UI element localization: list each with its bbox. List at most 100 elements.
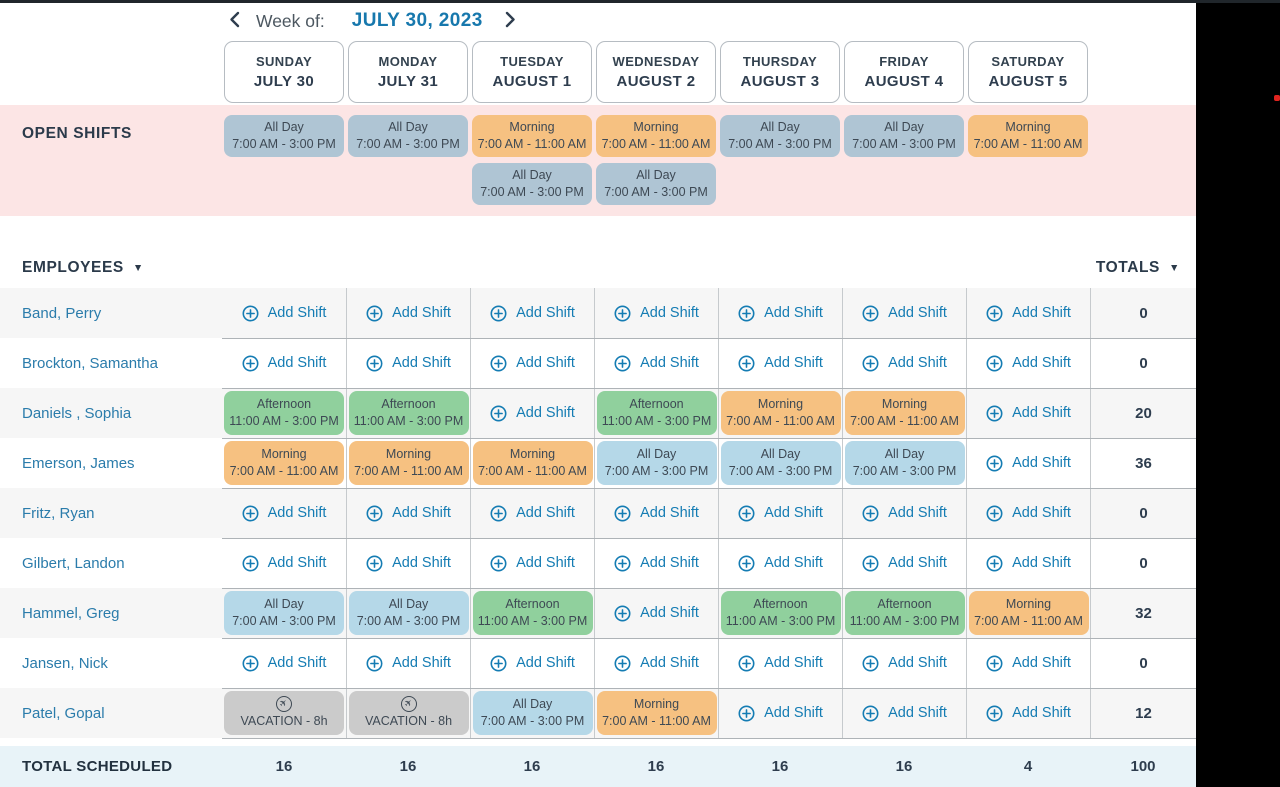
shift-chip-open-tuesday[interactable]: Morning 7:00 AM - 11:00 AM — [472, 115, 592, 157]
total-scheduled-value: 4 — [1023, 758, 1033, 775]
shift-chip-open-wednesday[interactable]: All Day 7:00 AM - 3:00 PM — [596, 163, 716, 205]
shift-chip-morning[interactable]: Morning 7:00 AM - 11:00 AM — [224, 441, 344, 485]
add-shift-button[interactable]: Add Shift — [366, 505, 451, 522]
add-shift-button[interactable]: Add Shift — [986, 705, 1071, 722]
shift-chip-morning[interactable]: Morning 7:00 AM - 11:00 AM — [720, 391, 841, 435]
add-shift-button[interactable]: Add Shift — [242, 355, 326, 372]
add-shift-label: Add Shift — [1012, 505, 1071, 521]
add-shift-button[interactable]: Add Shift — [242, 655, 326, 672]
totals-sort-header[interactable]: TOTALS ▼ — [1096, 259, 1180, 277]
shift-chip-allday[interactable]: All Day 7:00 AM - 3:00 PM — [472, 691, 593, 735]
shift-chip-vacation[interactable]: ✈ VACATION - 8h — [348, 691, 469, 735]
add-shift-button[interactable]: Add Shift — [490, 555, 575, 572]
add-shift-label: Add Shift — [1012, 305, 1071, 321]
shift-cell: Add Shift — [966, 488, 1090, 538]
shift-chip-open-friday[interactable]: All Day 7:00 AM - 3:00 PM — [844, 115, 964, 157]
add-shift-button[interactable]: Add Shift — [986, 455, 1071, 472]
add-shift-button[interactable]: Add Shift — [242, 505, 326, 522]
shift-chip-afternoon[interactable]: Afternoon 11:00 AM - 3:00 PM — [844, 591, 965, 635]
shift-chip-afternoon[interactable]: Afternoon 11:00 AM - 3:00 PM — [348, 391, 469, 435]
shift-chip-vacation[interactable]: ✈ VACATION - 8h — [224, 691, 344, 735]
add-shift-button[interactable]: Add Shift — [490, 405, 575, 422]
add-shift-button[interactable]: Add Shift — [490, 655, 575, 672]
shift-chip-allday[interactable]: All Day 7:00 AM - 3:00 PM — [348, 591, 469, 635]
plus-circle-icon — [862, 355, 879, 372]
shift-chip-morning[interactable]: Morning 7:00 AM - 11:00 AM — [348, 441, 469, 485]
employee-name[interactable]: Patel, Gopal — [22, 704, 105, 722]
shift-cell: Add Shift — [222, 338, 346, 388]
add-shift-button[interactable]: Add Shift — [862, 555, 947, 572]
add-shift-button[interactable]: Add Shift — [366, 555, 451, 572]
employee-name[interactable]: Emerson, James — [22, 454, 135, 472]
add-shift-button[interactable]: Add Shift — [738, 705, 823, 722]
employee-name[interactable]: Fritz, Ryan — [22, 504, 95, 522]
shift-chip-allday[interactable]: All Day 7:00 AM - 3:00 PM — [844, 441, 965, 485]
shift-chip-morning[interactable]: Morning 7:00 AM - 11:00 AM — [472, 441, 593, 485]
add-shift-button[interactable]: Add Shift — [986, 405, 1071, 422]
add-shift-button[interactable]: Add Shift — [490, 305, 575, 322]
add-shift-button[interactable]: Add Shift — [862, 705, 947, 722]
shift-chip-morning[interactable]: Morning 7:00 AM - 11:00 AM — [968, 591, 1089, 635]
add-shift-button[interactable]: Add Shift — [366, 305, 451, 322]
shift-chip-afternoon[interactable]: Afternoon 11:00 AM - 3:00 PM — [720, 591, 841, 635]
add-shift-button[interactable]: Add Shift — [242, 305, 326, 322]
shift-chip-morning[interactable]: Morning 7:00 AM - 11:00 AM — [596, 691, 717, 735]
shift-chip-afternoon[interactable]: Afternoon 11:00 AM - 3:00 PM — [472, 591, 593, 635]
shift-chip-open-saturday[interactable]: Morning 7:00 AM - 11:00 AM — [968, 115, 1088, 157]
add-shift-button[interactable]: Add Shift — [738, 655, 823, 672]
add-shift-button[interactable]: Add Shift — [986, 505, 1071, 522]
shift-cell: Add Shift — [718, 538, 842, 588]
add-shift-button[interactable]: Add Shift — [862, 505, 947, 522]
day-date-label: JULY 31 — [377, 73, 439, 90]
add-shift-button[interactable]: Add Shift — [986, 555, 1071, 572]
add-shift-button[interactable]: Add Shift — [986, 655, 1071, 672]
employee-name[interactable]: Hammel, Greg — [22, 604, 120, 622]
add-shift-button[interactable]: Add Shift — [862, 305, 947, 322]
add-shift-button[interactable]: Add Shift — [862, 655, 947, 672]
shift-chip-afternoon[interactable]: Afternoon 11:00 AM - 3:00 PM — [224, 391, 344, 435]
employee-total: 20 — [1090, 388, 1196, 438]
add-shift-button[interactable]: Add Shift — [986, 355, 1071, 372]
add-shift-button[interactable]: Add Shift — [614, 505, 699, 522]
shift-chip-open-monday[interactable]: All Day 7:00 AM - 3:00 PM — [348, 115, 468, 157]
employee-name[interactable]: Band, Perry — [22, 304, 102, 322]
shift-chip-afternoon[interactable]: Afternoon 11:00 AM - 3:00 PM — [596, 391, 717, 435]
add-shift-button[interactable]: Add Shift — [242, 555, 326, 572]
shift-chip-allday[interactable]: All Day 7:00 AM - 3:00 PM — [224, 591, 344, 635]
add-shift-button[interactable]: Add Shift — [738, 355, 823, 372]
shift-chip-open-tuesday[interactable]: All Day 7:00 AM - 3:00 PM — [472, 163, 592, 205]
add-shift-button[interactable]: Add Shift — [614, 655, 699, 672]
shift-chip-morning[interactable]: Morning 7:00 AM - 11:00 AM — [844, 391, 965, 435]
sort-down-icon: ▼ — [1169, 262, 1180, 274]
add-shift-button[interactable]: Add Shift — [738, 305, 823, 322]
add-shift-button[interactable]: Add Shift — [614, 605, 699, 622]
next-week-button[interactable] — [505, 11, 516, 31]
add-shift-button[interactable]: Add Shift — [738, 505, 823, 522]
shift-chip-open-wednesday[interactable]: Morning 7:00 AM - 11:00 AM — [596, 115, 716, 157]
add-shift-button[interactable]: Add Shift — [738, 555, 823, 572]
shift-chip-time: 7:00 AM - 3:00 PM — [480, 185, 584, 199]
shift-chip-allday[interactable]: All Day 7:00 AM - 3:00 PM — [596, 441, 717, 485]
previous-week-button[interactable] — [229, 11, 240, 31]
employees-sort-header[interactable]: EMPLOYEES ▼ — [22, 259, 144, 277]
add-shift-button[interactable]: Add Shift — [366, 655, 451, 672]
shift-chip-open-thursday[interactable]: All Day 7:00 AM - 3:00 PM — [720, 115, 840, 157]
add-shift-button[interactable]: Add Shift — [614, 555, 699, 572]
employee-name[interactable]: Jansen, Nick — [22, 654, 108, 672]
week-date-link[interactable]: JULY 30, 2023 — [351, 10, 483, 31]
add-shift-button[interactable]: Add Shift — [366, 355, 451, 372]
employee-name[interactable]: Daniels , Sophia — [22, 404, 132, 422]
add-shift-button[interactable]: Add Shift — [490, 355, 575, 372]
day-name-label: TUESDAY — [500, 54, 564, 69]
employee-name[interactable]: Gilbert, Landon — [22, 554, 125, 572]
add-shift-button[interactable]: Add Shift — [490, 505, 575, 522]
add-shift-button[interactable]: Add Shift — [862, 355, 947, 372]
shift-chip-label: All Day — [884, 120, 924, 135]
add-shift-button[interactable]: Add Shift — [614, 355, 699, 372]
add-shift-button[interactable]: Add Shift — [986, 305, 1071, 322]
shift-chip-open-sunday[interactable]: All Day 7:00 AM - 3:00 PM — [224, 115, 344, 157]
shift-chip-allday[interactable]: All Day 7:00 AM - 3:00 PM — [720, 441, 841, 485]
employee-name[interactable]: Brockton, Samantha — [22, 354, 158, 372]
shift-cell: Add Shift — [842, 488, 966, 538]
add-shift-button[interactable]: Add Shift — [614, 305, 699, 322]
